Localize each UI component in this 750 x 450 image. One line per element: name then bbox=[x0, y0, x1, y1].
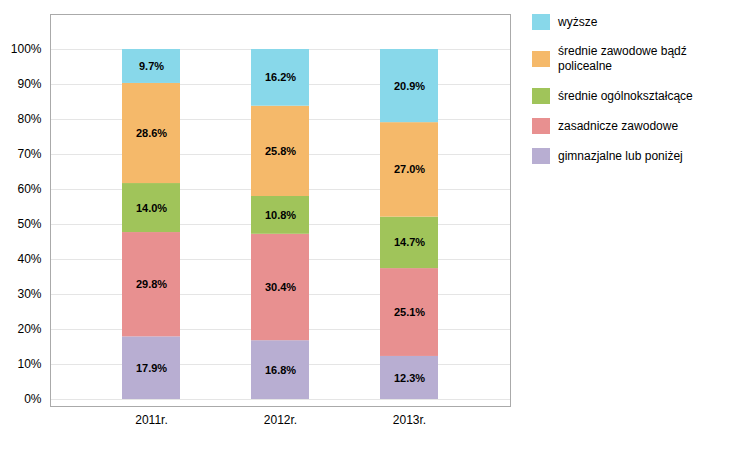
html-text:zasadnicze zawodowe: zasadnicze zawodowe bbox=[558, 118, 679, 133]
svg-text:10%: 10% bbox=[17, 357, 41, 371]
svg-text:16.8%: 16.8% bbox=[265, 364, 296, 376]
svg-text:40%: 40% bbox=[17, 252, 41, 266]
svg-text:50%: 50% bbox=[17, 217, 41, 231]
svg-text:0%: 0% bbox=[24, 392, 42, 406]
svg-text:9.7%: 9.7% bbox=[139, 60, 164, 72]
svg-text:14.0%: 14.0% bbox=[136, 202, 167, 214]
html-text:średnie zawodowe bądź policeal: średnie zawodowe bądź policealne bbox=[558, 44, 687, 73]
svg-text:12.3%: 12.3% bbox=[394, 371, 425, 383]
svg-text:30.4%: 30.4% bbox=[265, 281, 296, 293]
svg-text:25.8%: 25.8% bbox=[265, 145, 296, 157]
svg-text:29.8%: 29.8% bbox=[136, 278, 167, 290]
svg-text:2011r.: 2011r. bbox=[135, 413, 167, 427]
svg-text:100%: 100% bbox=[11, 42, 42, 56]
svg-text:80%: 80% bbox=[17, 112, 41, 126]
svg-text:17.9%: 17.9% bbox=[136, 362, 167, 374]
html-text:wyższe: wyższe bbox=[558, 14, 598, 29]
svg-text:2012r.: 2012r. bbox=[264, 413, 297, 427]
svg-text:70%: 70% bbox=[17, 147, 41, 161]
svg-text:28.6%: 28.6% bbox=[136, 127, 167, 139]
svg-text:30%: 30% bbox=[17, 287, 41, 301]
svg-text:90%: 90% bbox=[17, 77, 41, 91]
html-text:średnie ogólnokształcące: średnie ogólnokształcące bbox=[558, 88, 693, 103]
svg-text:20.9%: 20.9% bbox=[394, 80, 425, 92]
svg-text:25.1%: 25.1% bbox=[394, 306, 425, 318]
svg-text:16.2%: 16.2% bbox=[265, 71, 296, 83]
html-text:gimnazjalne lub poniżej: gimnazjalne lub poniżej bbox=[558, 148, 683, 163]
svg-text:60%: 60% bbox=[17, 182, 41, 196]
svg-text:14.7%: 14.7% bbox=[394, 236, 425, 248]
svg-text:27.0%: 27.0% bbox=[394, 163, 425, 175]
svg-text:2013r.: 2013r. bbox=[393, 413, 426, 427]
svg-text:20%: 20% bbox=[17, 322, 41, 336]
svg-text:10.8%: 10.8% bbox=[265, 209, 296, 221]
